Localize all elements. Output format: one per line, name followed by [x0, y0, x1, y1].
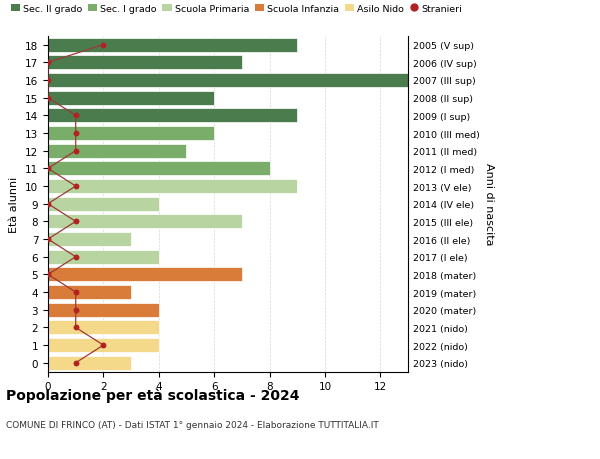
Point: [43, 236, 53, 243]
Bar: [48, 162, 269, 176]
Bar: [48, 109, 297, 123]
Legend: Sec. II grado, Sec. I grado, Scuola Primaria, Scuola Infanzia, Asilo Nido, Stran: Sec. II grado, Sec. I grado, Scuola Prim…: [11, 5, 463, 14]
Bar: [48, 356, 131, 370]
Point: [71, 112, 80, 120]
Bar: [48, 179, 297, 194]
Point: [71, 289, 80, 296]
Point: [98, 341, 108, 349]
Bar: [48, 232, 131, 246]
Bar: [48, 268, 242, 282]
Bar: [48, 215, 242, 229]
Bar: [48, 197, 159, 211]
Y-axis label: Età alunni: Età alunni: [10, 176, 19, 232]
Point: [71, 148, 80, 155]
Bar: [48, 144, 187, 158]
Point: [43, 60, 53, 67]
Bar: [48, 303, 159, 317]
Bar: [48, 39, 297, 53]
Point: [43, 95, 53, 102]
Point: [71, 218, 80, 225]
Point: [43, 271, 53, 279]
Bar: [48, 91, 214, 106]
Text: Popolazione per età scolastica - 2024: Popolazione per età scolastica - 2024: [6, 388, 299, 403]
Point: [71, 253, 80, 261]
Bar: [48, 250, 159, 264]
Point: [71, 324, 80, 331]
Point: [71, 130, 80, 137]
Point: [71, 359, 80, 367]
Bar: [48, 338, 159, 353]
Bar: [48, 56, 242, 70]
Point: [71, 307, 80, 314]
Point: [98, 42, 108, 49]
Bar: [48, 127, 214, 141]
Point: [43, 201, 53, 208]
Point: [71, 183, 80, 190]
Point: [43, 165, 53, 173]
Y-axis label: Anni di nascita: Anni di nascita: [484, 163, 494, 246]
Bar: [48, 74, 408, 88]
Bar: [48, 321, 159, 335]
Text: COMUNE DI FRINCO (AT) - Dati ISTAT 1° gennaio 2024 - Elaborazione TUTTITALIA.IT: COMUNE DI FRINCO (AT) - Dati ISTAT 1° ge…: [6, 420, 379, 429]
Point: [43, 77, 53, 84]
Bar: [48, 285, 131, 299]
